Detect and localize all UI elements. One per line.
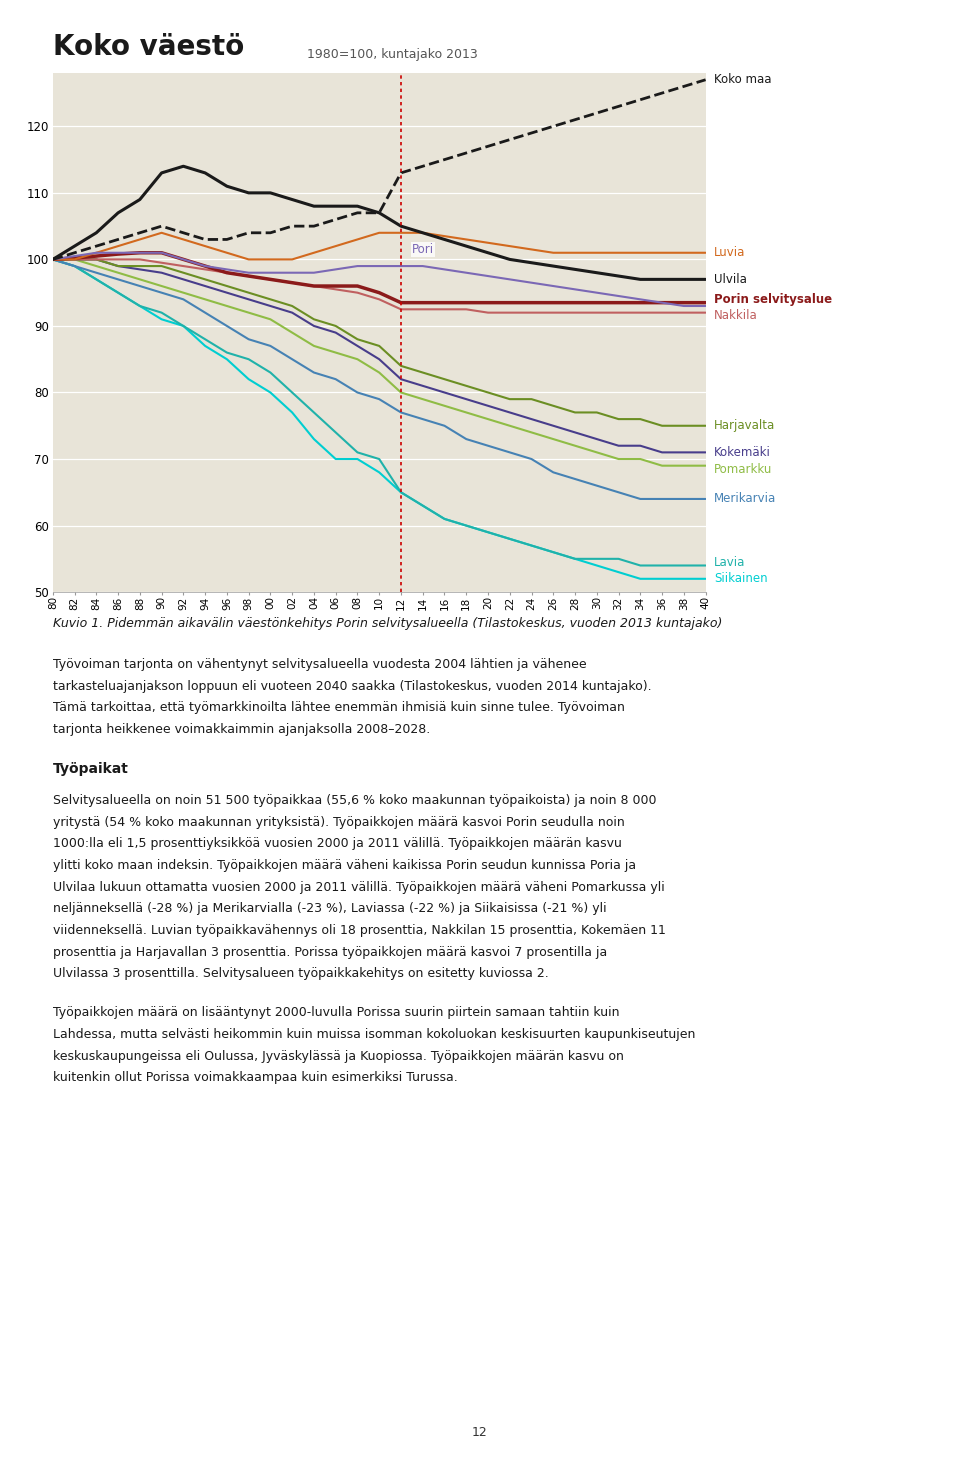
Text: Työpaikkojen määrä on lisääntynyt 2000-luvulla Porissa suurin piirtein samaan ta: Työpaikkojen määrä on lisääntynyt 2000-l… <box>53 1006 619 1019</box>
Text: 12: 12 <box>472 1425 488 1439</box>
Text: Ulvila: Ulvila <box>714 273 747 287</box>
Text: 1980=100, kuntajako 2013: 1980=100, kuntajako 2013 <box>307 48 478 61</box>
Text: Siikainen: Siikainen <box>714 572 768 585</box>
Text: Koko maa: Koko maa <box>714 73 772 86</box>
Text: neljänneksellä (-28 %) ja Merikarvialla (-23 %), Laviassa (-22 %) ja Siikaisissa: neljänneksellä (-28 %) ja Merikarvialla … <box>53 902 607 915</box>
Text: Kokemäki: Kokemäki <box>714 446 771 459</box>
Text: Merikarvia: Merikarvia <box>714 493 777 506</box>
Text: Työpaikat: Työpaikat <box>53 762 129 776</box>
Text: Pori: Pori <box>412 243 434 256</box>
Text: tarkasteluajanjakson loppuun eli vuoteen 2040 saakka (Tilastokeskus, vuoden 2014: tarkasteluajanjakson loppuun eli vuoteen… <box>53 680 652 693</box>
Text: Pomarkku: Pomarkku <box>714 462 772 475</box>
Text: Harjavalta: Harjavalta <box>714 420 775 433</box>
Text: Kuvio 1. Pidemmän aikavälin väestönkehitys Porin selvitysalueella (Tilastokeskus: Kuvio 1. Pidemmän aikavälin väestönkehit… <box>53 617 722 630</box>
Text: Ulvilaa lukuun ottamatta vuosien 2000 ja 2011 välillä. Työpaikkojen määrä väheni: Ulvilaa lukuun ottamatta vuosien 2000 ja… <box>53 880 664 893</box>
Text: tarjonta heikkenee voimakkaimmin ajanjaksolla 2008–2028.: tarjonta heikkenee voimakkaimmin ajanjak… <box>53 722 430 735</box>
Text: Nakkila: Nakkila <box>714 310 757 323</box>
Text: Luvia: Luvia <box>714 246 745 259</box>
Text: ylitti koko maan indeksin. Työpaikkojen määrä väheni kaikissa Porin seudun kunni: ylitti koko maan indeksin. Työpaikkojen … <box>53 860 636 873</box>
Text: Koko väestö: Koko väestö <box>53 34 244 61</box>
Text: Lahdessa, mutta selvästi heikommin kuin muissa isomman kokoluokan keskisuurten k: Lahdessa, mutta selvästi heikommin kuin … <box>53 1028 695 1041</box>
Text: keskuskaupungeissa eli Oulussa, Jyväskylässä ja Kuopiossa. Työpaikkojen määrän k: keskuskaupungeissa eli Oulussa, Jyväskyl… <box>53 1050 624 1063</box>
Text: Ulvilassa 3 prosenttilla. Selvitysalueen työpaikkakehitys on esitetty kuviossa 2: Ulvilassa 3 prosenttilla. Selvitysalueen… <box>53 968 548 981</box>
Text: kuitenkin ollut Porissa voimakkaampaa kuin esimerkiksi Turussa.: kuitenkin ollut Porissa voimakkaampaa ku… <box>53 1072 458 1085</box>
Text: Tämä tarkoittaa, että työmarkkinoilta lähtee enemmän ihmisiä kuin sinne tulee. T: Tämä tarkoittaa, että työmarkkinoilta lä… <box>53 702 625 713</box>
Text: viidenneksellä. Luvian työpaikkavähennys oli 18 prosenttia, Nakkilan 15 prosentt: viidenneksellä. Luvian työpaikkavähennys… <box>53 924 665 937</box>
Text: Porin selvitysalue: Porin selvitysalue <box>714 292 832 306</box>
Text: Selvitysalueella on noin 51 500 työpaikkaa (55,6 % koko maakunnan työpaikoista) : Selvitysalueella on noin 51 500 työpaikk… <box>53 794 657 807</box>
Text: prosenttia ja Harjavallan 3 prosenttia. Porissa työpaikkojen määrä kasvoi 7 pros: prosenttia ja Harjavallan 3 prosenttia. … <box>53 946 607 959</box>
Text: yritystä (54 % koko maakunnan yrityksistä). Työpaikkojen määrä kasvoi Porin seud: yritystä (54 % koko maakunnan yrityksist… <box>53 816 625 829</box>
Text: Työvoiman tarjonta on vähentynyt selvitysalueella vuodesta 2004 lähtien ja vähen: Työvoiman tarjonta on vähentynyt selvity… <box>53 658 587 671</box>
Text: 1000:lla eli 1,5 prosenttiyksikköä vuosien 2000 ja 2011 välillä. Työpaikkojen mä: 1000:lla eli 1,5 prosenttiyksikköä vuosi… <box>53 838 622 851</box>
Text: Lavia: Lavia <box>714 556 745 569</box>
